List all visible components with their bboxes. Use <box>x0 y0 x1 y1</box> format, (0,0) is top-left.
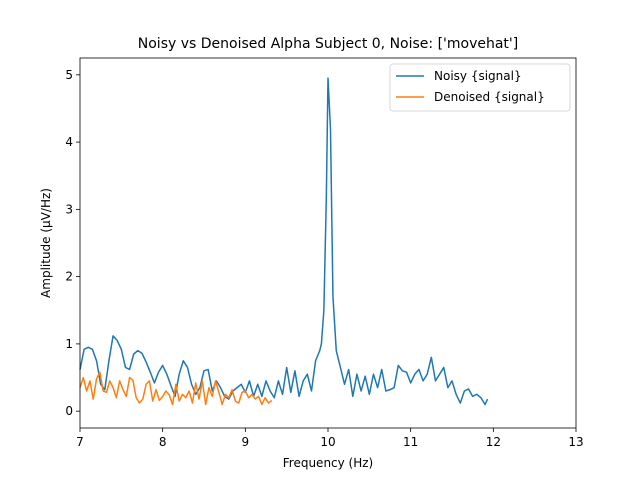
series-layer <box>79 77 489 406</box>
x-tick-label: 8 <box>159 435 167 449</box>
chart-title: Noisy vs Denoised Alpha Subject 0, Noise… <box>138 36 518 52</box>
series-line-denoised <box>79 371 273 406</box>
legend-entry-label: Denoised {signal} <box>434 90 545 104</box>
y-tick-label: 4 <box>65 135 73 149</box>
plot-area <box>79 57 577 429</box>
x-tick-label: 10 <box>320 435 335 449</box>
legend-entry-label: Noisy {signal} <box>434 69 522 83</box>
x-tick-label: 9 <box>242 435 250 449</box>
x-tick-label: 12 <box>486 435 501 449</box>
y-tick-label: 1 <box>65 337 73 351</box>
y-axis-ticks: 0 1 2 3 4 5 <box>65 68 80 418</box>
x-tick-label: 11 <box>403 435 418 449</box>
y-tick-label: 2 <box>65 270 73 284</box>
legend-items: Noisy {signal} Denoised {signal} <box>396 69 545 104</box>
x-tick-label: 13 <box>568 435 583 449</box>
legend: Noisy {signal} Denoised {signal} <box>389 63 571 112</box>
legend-box <box>389 63 571 112</box>
y-tick-label: 3 <box>65 202 73 216</box>
y-tick-label: 5 <box>65 68 73 82</box>
x-axis-label: Frequency (Hz) <box>283 456 374 470</box>
x-tick-label: 7 <box>76 435 84 449</box>
series-line-noisy <box>79 77 489 406</box>
x-axis-ticks: 7 8 9 10 11 12 13 <box>76 428 584 449</box>
y-tick-label: 0 <box>65 404 73 418</box>
y-axis-label: Amplitude (µV/Hz) <box>39 188 53 298</box>
